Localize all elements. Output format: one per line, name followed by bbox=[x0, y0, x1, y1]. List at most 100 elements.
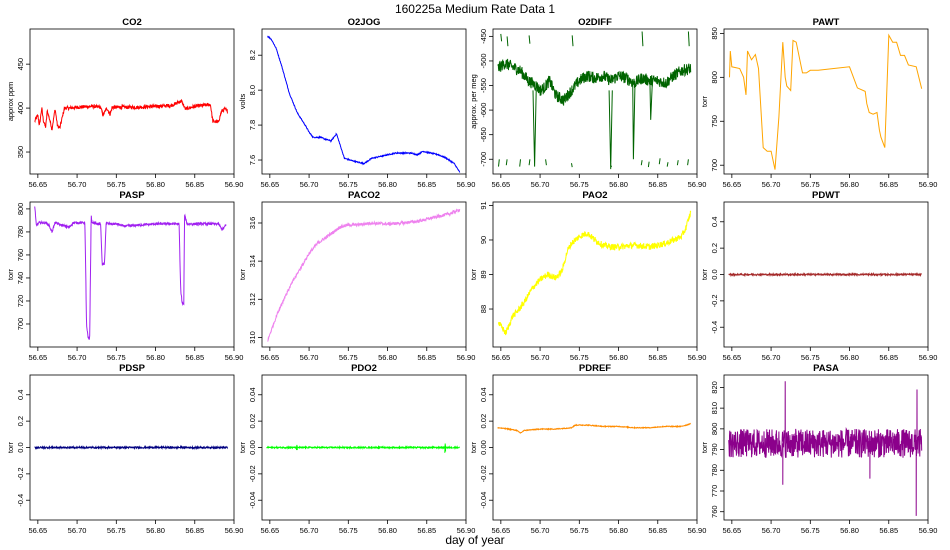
x-tick-label: 56.75 bbox=[339, 526, 358, 535]
x-tick-label: 56.90 bbox=[688, 526, 707, 535]
y-tick-label: -450 bbox=[479, 29, 488, 44]
x-tick-label: 56.85 bbox=[417, 526, 436, 535]
x-tick-label: 56.80 bbox=[378, 526, 397, 535]
x-tick-label: 56.65 bbox=[491, 526, 510, 535]
series-segment-o2diff-9 bbox=[658, 158, 661, 165]
y-tick-label: 91 bbox=[479, 201, 488, 209]
y-tick-label: 350 bbox=[16, 146, 25, 159]
panel-title-o2jog: O2JOG bbox=[348, 17, 381, 28]
y-tick-label: 90 bbox=[479, 236, 488, 244]
series-line-o2jog bbox=[267, 35, 461, 173]
x-tick-label: 56.75 bbox=[339, 353, 358, 362]
y-tick-label: 0.0 bbox=[710, 269, 719, 279]
series-segment-o2diff-18 bbox=[687, 31, 690, 47]
x-tick-label: 56.85 bbox=[417, 180, 436, 189]
y-tick-label: -0.2 bbox=[710, 294, 719, 307]
x-tick-label: 56.80 bbox=[840, 353, 859, 362]
y-tick-label: 0.02 bbox=[248, 414, 257, 429]
x-tick-label: 56.90 bbox=[919, 526, 938, 535]
y-tick-label: -0.04 bbox=[479, 492, 488, 509]
y-tick-label: -500 bbox=[479, 53, 488, 68]
x-tick-label: 56.90 bbox=[919, 353, 938, 362]
y-tick-label: 0.04 bbox=[479, 387, 488, 402]
series-segment-pdo2-0 bbox=[296, 444, 298, 451]
panels-grid: CO2 56.65 56.70 56.75 56.80 56.85 56.90 350 400 4… bbox=[6, 17, 937, 535]
plot-frame-pawt bbox=[723, 28, 929, 175]
y-tick-label: 0.2 bbox=[16, 416, 25, 426]
x-tick-label: 56.65 bbox=[722, 353, 741, 362]
plot-frame-co2 bbox=[29, 28, 235, 175]
y-tick-label: -0.02 bbox=[248, 465, 257, 482]
x-tick-label: 56.75 bbox=[339, 180, 358, 189]
series-segment-o2diff-10 bbox=[666, 162, 669, 167]
panel-paco2: PACO2 56.65 56.70 56.75 56.80 56.85 56.90 310 31… bbox=[238, 190, 475, 362]
y-axis-label-pdo2: torr bbox=[238, 441, 247, 453]
series-segment-o2diff-3 bbox=[528, 159, 531, 166]
series-line-pao2 bbox=[498, 210, 692, 336]
y-tick-label: -650 bbox=[479, 127, 488, 142]
x-tick-label: 56.65 bbox=[722, 526, 741, 535]
y-axis-label-pasa: torr bbox=[700, 441, 709, 453]
y-axis-label-pawt: torr bbox=[700, 95, 709, 107]
series-segment-o2diff-4 bbox=[545, 159, 547, 166]
y-axis-label-pdwt: torr bbox=[700, 268, 709, 280]
x-tick-label: 56.70 bbox=[762, 353, 781, 362]
series-segment-o2diff-2 bbox=[519, 159, 521, 167]
y-tick-label: 700 bbox=[16, 318, 25, 331]
series-segment-o2diff-11 bbox=[676, 160, 679, 166]
y-tick-label: 800 bbox=[710, 71, 719, 84]
y-tick-label: -0.04 bbox=[248, 492, 257, 509]
x-tick-label: 56.70 bbox=[300, 526, 319, 535]
panel-pdsp: PDSP 56.65 56.70 56.75 56.80 56.85 56.90 -0.4 -0… bbox=[6, 363, 243, 535]
y-tick-label: -550 bbox=[479, 78, 488, 93]
panel-title-paco2: PACO2 bbox=[348, 190, 380, 201]
y-tick-label: 760 bbox=[16, 249, 25, 262]
y-tick-label: 7.8 bbox=[248, 120, 257, 130]
x-tick-label: 56.65 bbox=[491, 353, 510, 362]
series-segment-o2diff-7 bbox=[640, 160, 643, 166]
panel-pawt: PAWT 56.65 56.70 56.75 56.80 56.85 56.90 700 750… bbox=[700, 17, 937, 189]
x-tick-label: 56.85 bbox=[879, 180, 898, 189]
x-tick-label: 56.70 bbox=[300, 180, 319, 189]
plot-frame-pdref bbox=[492, 374, 698, 521]
y-tick-label: 760 bbox=[710, 505, 719, 518]
y-tick-label: 0.04 bbox=[248, 387, 257, 402]
series-segment-o2diff-16 bbox=[571, 35, 574, 47]
series-segment-o2diff-17 bbox=[641, 31, 644, 47]
panel-pasp: PASP 56.65 56.70 56.75 56.80 56.85 56.90 700 720… bbox=[6, 190, 243, 362]
panel-pdo2: PDO2 56.65 56.70 56.75 56.80 56.85 56.90 -0.04 -… bbox=[238, 363, 475, 535]
panel-title-co2: CO2 bbox=[122, 17, 142, 28]
x-tick-label: 56.90 bbox=[688, 180, 707, 189]
y-tick-label: 800 bbox=[16, 203, 25, 216]
x-tick-label: 56.65 bbox=[260, 180, 279, 189]
series-segment-o2diff-22 bbox=[649, 80, 653, 120]
y-tick-label: 0.0 bbox=[16, 442, 25, 452]
x-tick-label: 56.75 bbox=[570, 526, 589, 535]
series-line-pasp bbox=[34, 206, 227, 340]
series-line-pdwt bbox=[728, 271, 922, 278]
y-tick-label: -0.4 bbox=[16, 494, 25, 507]
x-tick-label: 56.70 bbox=[531, 180, 550, 189]
series-segment-o2diff-5 bbox=[571, 163, 573, 168]
x-tick-label: 56.90 bbox=[225, 353, 244, 362]
y-tick-label: 700 bbox=[710, 159, 719, 172]
y-tick-label: 790 bbox=[710, 443, 719, 456]
series-line-pawt bbox=[729, 33, 923, 170]
y-axis-label-o2jog: volts bbox=[238, 94, 247, 110]
x-tick-label: 56.65 bbox=[28, 180, 47, 189]
x-tick-label: 56.75 bbox=[801, 180, 820, 189]
x-tick-label: 56.85 bbox=[648, 353, 667, 362]
series-line-o2diff bbox=[497, 58, 692, 106]
x-tick-label: 56.80 bbox=[840, 526, 859, 535]
panel-title-pdref: PDREF bbox=[579, 363, 611, 374]
panel-pdwt: PDWT 56.65 56.70 56.75 56.80 56.85 56.90 -0.4 -0… bbox=[700, 190, 937, 362]
y-tick-label: -600 bbox=[479, 103, 488, 118]
x-tick-label: 56.70 bbox=[762, 526, 781, 535]
x-tick-label: 56.65 bbox=[260, 526, 279, 535]
x-tick-label: 56.90 bbox=[457, 526, 476, 535]
panel-title-pasp: PASP bbox=[119, 190, 145, 201]
series-segment-o2diff-15 bbox=[528, 35, 531, 44]
x-tick-label: 56.85 bbox=[417, 353, 436, 362]
series-segment-pdo2-1 bbox=[444, 443, 447, 453]
